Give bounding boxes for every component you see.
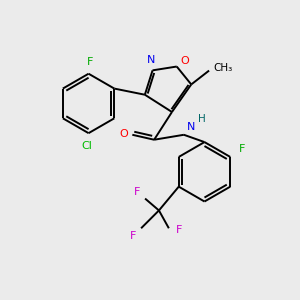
Text: O: O	[119, 129, 128, 139]
Text: N: N	[146, 56, 155, 65]
Text: Cl: Cl	[81, 141, 92, 151]
Text: F: F	[87, 57, 94, 67]
Text: CH₃: CH₃	[213, 63, 232, 73]
Text: F: F	[134, 187, 140, 196]
Text: O: O	[180, 56, 189, 66]
Text: N: N	[187, 122, 195, 132]
Text: F: F	[239, 144, 245, 154]
Text: F: F	[176, 225, 182, 235]
Text: H: H	[198, 114, 206, 124]
Text: F: F	[130, 231, 136, 241]
